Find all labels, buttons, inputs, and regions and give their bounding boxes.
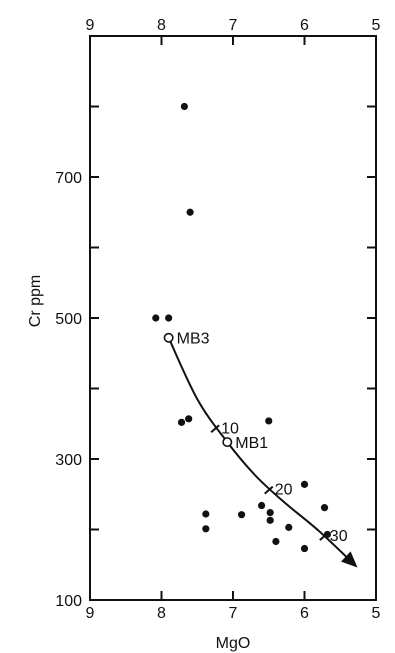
trend-curve (167, 337, 356, 566)
reference-point-label: MB1 (235, 435, 268, 452)
axis-ticks: 9 9 8 8 7 7 6 6 5 5 100 300 500 700 (55, 17, 380, 622)
sample-point (300, 480, 309, 488)
sample-point (266, 516, 274, 524)
y-tick-label: 700 (55, 170, 82, 187)
y-tick-label: 300 (55, 452, 82, 469)
sample-point (165, 314, 173, 322)
sample-point (266, 508, 274, 517)
x-tick-label-bottom: 6 (300, 605, 309, 622)
trend-tick-label: 30 (330, 528, 348, 545)
sample-point (272, 537, 280, 546)
x-tick-label-top: 8 (157, 17, 166, 34)
sample-point (258, 501, 266, 510)
sample-point (202, 510, 210, 518)
sample-point (177, 418, 186, 426)
x-tick-label-bottom: 9 (86, 605, 95, 622)
sample-point (285, 523, 293, 531)
sample-point (320, 504, 329, 512)
trend-tick-label: 10 (221, 420, 239, 437)
x-axis-label: MgO (216, 635, 251, 652)
y-tick-label: 100 (55, 593, 82, 610)
sample-point (237, 511, 246, 519)
x-tick-label-bottom: 8 (157, 605, 166, 622)
sample-point (265, 417, 273, 425)
x-tick-label-top: 7 (229, 17, 238, 34)
reference-point-label: MB3 (177, 331, 210, 348)
fractionation-trend: 10 20 30 (167, 337, 358, 568)
trend-arrowhead (341, 551, 358, 568)
x-tick-label-bottom: 5 (372, 605, 381, 622)
sample-point (152, 314, 160, 322)
sample-point (323, 530, 331, 539)
y-axis-label: Cr ppm (27, 275, 44, 327)
x-tick-label-top: 9 (86, 17, 95, 34)
reference-point (163, 332, 174, 343)
x-tick-label-top: 5 (372, 17, 381, 34)
sample-point (180, 102, 188, 111)
trend-tick (210, 424, 220, 434)
y-tick-label: 500 (55, 311, 82, 328)
trend-tick (264, 485, 274, 495)
sample-point (185, 415, 193, 423)
data-points: MB3 MB1 (152, 102, 331, 553)
x-tick-label-top: 6 (300, 17, 309, 34)
plot-frame (89, 35, 377, 601)
sample-point (186, 208, 194, 216)
sample-point (300, 544, 309, 553)
trend-tick-label: 20 (275, 482, 293, 499)
sample-point (202, 525, 210, 533)
x-tick-label-bottom: 7 (229, 605, 238, 622)
reference-point (222, 437, 233, 448)
